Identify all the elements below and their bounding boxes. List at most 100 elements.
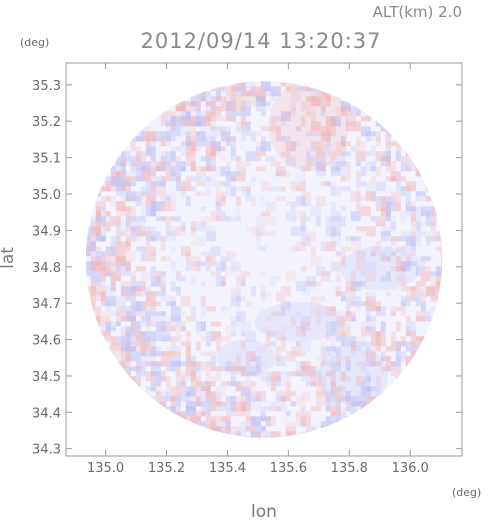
velocity-cell (385, 131, 391, 142)
velocity-cell (150, 386, 156, 392)
velocity-cell (330, 376, 336, 387)
velocity-cell (405, 191, 411, 197)
velocity-cell (245, 226, 256, 232)
velocity-cell (95, 216, 106, 227)
velocity-cell (260, 111, 266, 117)
velocity-cell (150, 166, 161, 172)
velocity-cell (265, 156, 276, 162)
velocity-cell (250, 351, 256, 362)
velocity-cell (240, 81, 246, 87)
velocity-cell (205, 186, 211, 197)
velocity-cell (180, 226, 186, 232)
velocity-cell (220, 276, 226, 287)
velocity-cell (385, 196, 396, 207)
velocity-cell (115, 181, 121, 192)
velocity-cell (150, 281, 161, 287)
velocity-cell (405, 316, 411, 322)
velocity-cell (150, 206, 156, 217)
velocity-cell (355, 301, 361, 312)
velocity-cell (125, 261, 131, 272)
velocity-cell (230, 286, 236, 297)
velocity-cell (390, 341, 401, 352)
velocity-cell (215, 386, 221, 397)
velocity-cell (120, 311, 131, 317)
velocity-cell (145, 301, 156, 312)
velocity-cell (415, 281, 426, 287)
velocity-cell (405, 206, 416, 212)
velocity-cell (220, 281, 226, 287)
velocity-cell (160, 196, 166, 207)
velocity-cell (295, 371, 301, 377)
velocity-cell (400, 156, 411, 162)
velocity-cell (140, 341, 151, 352)
velocity-cell (200, 296, 206, 307)
velocity-cell (140, 136, 151, 142)
velocity-cell (215, 96, 226, 102)
velocity-cell (285, 411, 291, 417)
velocity-cell (230, 321, 236, 332)
velocity-cell (405, 186, 411, 192)
velocity-cell (315, 196, 326, 207)
velocity-cell (430, 221, 436, 232)
velocity-cell (355, 281, 366, 287)
velocity-cell (275, 436, 281, 438)
velocity-cell (215, 181, 221, 192)
velocity-cell (165, 191, 176, 202)
velocity-cell (260, 431, 266, 437)
velocity-cell (130, 226, 141, 237)
velocity-cell (180, 326, 186, 332)
velocity-cell (110, 166, 116, 172)
velocity-cell (270, 386, 276, 392)
velocity-cell (365, 326, 376, 332)
velocity-cell (385, 161, 396, 172)
velocity-cell (235, 156, 241, 167)
velocity-cell (205, 381, 211, 392)
velocity-cell (255, 156, 261, 162)
velocity-cell (350, 341, 356, 352)
velocity-cell (90, 276, 96, 282)
velocity-cell (175, 371, 186, 382)
velocity-cell (110, 336, 116, 347)
velocity-cell (255, 356, 261, 362)
velocity-cell (135, 266, 146, 272)
velocity-cell (110, 276, 116, 287)
altitude-label: ALT(km) 2.0 (373, 3, 462, 21)
velocity-cell (90, 286, 96, 297)
velocity-cell (330, 201, 336, 212)
velocity-cell (175, 276, 186, 282)
velocity-cell (125, 231, 136, 242)
velocity-cell (255, 106, 266, 112)
velocity-cell (290, 226, 296, 237)
velocity-cell (240, 331, 246, 337)
velocity-cell (165, 226, 171, 237)
velocity-cell (120, 281, 131, 292)
velocity-cell (375, 376, 381, 387)
velocity-cell (220, 256, 231, 262)
velocity-cell (210, 356, 216, 367)
velocity-cell (360, 386, 371, 392)
velocity-cell (180, 246, 191, 257)
velocity-cell (240, 161, 246, 172)
velocity-cell (195, 421, 201, 427)
velocity-cell (205, 166, 216, 172)
velocity-cell (390, 221, 396, 232)
velocity-cell (290, 141, 296, 152)
velocity-cell (255, 431, 261, 438)
x-tick-label: 135.2 (148, 461, 185, 476)
velocity-cell (320, 426, 326, 437)
velocity-cell (405, 361, 416, 367)
velocity-cell (165, 386, 176, 397)
velocity-cell (240, 136, 246, 142)
velocity-cell (280, 286, 286, 292)
velocity-cell (330, 426, 336, 432)
velocity-cell (260, 136, 266, 147)
velocity-cell (380, 236, 386, 242)
velocity-cell (385, 141, 396, 147)
velocity-cell (200, 121, 206, 132)
velocity-cell (365, 226, 376, 237)
velocity-cell (335, 426, 341, 437)
velocity-cell (360, 301, 366, 307)
velocity-cell (275, 131, 281, 142)
y-unit-label: (deg) (20, 36, 49, 49)
velocity-cell (275, 376, 281, 387)
